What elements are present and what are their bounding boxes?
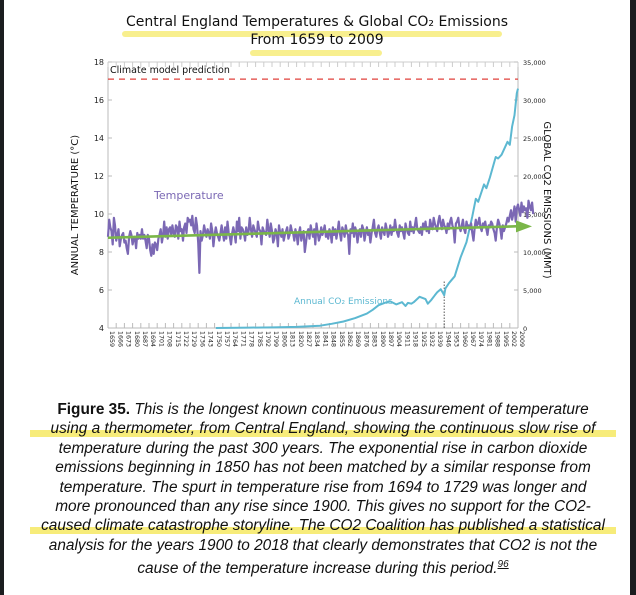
x-tick-label: 1904 — [395, 331, 402, 347]
x-tick-label: 1785 — [256, 331, 263, 347]
x-tick-label: 1953 — [453, 331, 460, 347]
y-left-tick-label: 14 — [94, 134, 104, 143]
x-tick-label: 1995 — [502, 331, 509, 347]
chart-canvas: 4 6 8 10 12 14 16 18 0 5,000 10,000 15,000 20,000 25,… — [70, 58, 552, 347]
x-tick-label: 1722 — [182, 331, 189, 347]
x-tick-label: 1988 — [494, 331, 501, 347]
x-tick-label: 1701 — [157, 331, 164, 347]
x-tick-label: 1890 — [379, 331, 386, 347]
caption-line-2: using a thermometer, from Central Englan… — [30, 419, 616, 439]
chart-title: Central England Temperatures & Global CO… — [125, 14, 509, 30]
x-tick-label: 1729 — [190, 331, 197, 347]
x-tick-label: 1680 — [133, 331, 140, 347]
y-left-tick-label: 6 — [99, 286, 104, 295]
x-tick-label: 1981 — [485, 331, 492, 347]
caption-line-6: more pronounced than any rise since 1900… — [55, 498, 591, 516]
x-tick-label: 1771 — [239, 331, 246, 347]
x-tick-label: 1932 — [428, 331, 435, 347]
y-left-tick-label: 8 — [99, 248, 104, 257]
x-tick-label: 1939 — [436, 331, 443, 347]
caption-line-1: Figure 35. This is the longest known con… — [30, 400, 616, 419]
y-left-tick-label: 18 — [94, 58, 104, 67]
caption-line-8: analysis for the years 1900 to 2018 that… — [48, 536, 598, 554]
caption-line-4: emissions beginning in 1850 has not been… — [55, 459, 591, 477]
x-tick-label: 1799 — [272, 331, 279, 347]
figure-caption: Figure 35. This is the longest known con… — [30, 400, 616, 579]
document-page: Central England Temperatures & Global CO… — [4, 0, 630, 595]
x-tick-label: 1736 — [198, 331, 205, 347]
x-tick-label: 1911 — [403, 331, 410, 347]
y-right-tick-label: 25,000 — [523, 135, 546, 143]
x-tick-label: 1687 — [141, 331, 148, 347]
x-tick-label: 1659 — [108, 331, 115, 347]
x-tick-label: 2009 — [518, 331, 525, 347]
y-right-tick-label: 5,000 — [523, 287, 542, 295]
x-tick-label: 1820 — [297, 331, 304, 347]
x-tick-label: 1673 — [125, 331, 132, 347]
y-left-tick-label: 16 — [94, 96, 104, 105]
x-tick-label: 1869 — [354, 331, 361, 347]
y-axis-right-label: GLOBAL CO2 EMISSIONS (MMT) — [541, 121, 552, 278]
x-tick-label: 1855 — [338, 331, 345, 347]
y-right-tick-label: 0 — [523, 325, 527, 333]
x-tick-label: 1897 — [387, 331, 394, 347]
y-left-tick-label: 12 — [94, 172, 104, 181]
trend-arrowhead — [516, 220, 532, 233]
x-tick-label: 1708 — [166, 331, 173, 347]
x-tick-label: 1757 — [223, 331, 230, 347]
x-tick-label: 1792 — [264, 331, 271, 347]
footnote-link[interactable]: 96 — [497, 559, 509, 571]
chart-subtitle: From 1659 to 2009 — [250, 32, 384, 48]
x-tick-label: 1813 — [289, 331, 296, 347]
caption-line-5: temperature. The spurt in temperature ri… — [59, 478, 587, 496]
x-tick-label: 1827 — [305, 331, 312, 347]
y-right-tick-label: 35,000 — [523, 59, 546, 67]
caption-text: This is the longest known continuous mea… — [134, 401, 589, 418]
x-tick-label: 1960 — [461, 331, 468, 347]
caption-line-9: cause of the temperature increase during… — [30, 555, 616, 579]
x-tick-label: 1946 — [444, 331, 451, 347]
x-tick-label: 1967 — [469, 331, 476, 347]
y-left-tick-label: 4 — [99, 324, 104, 333]
trend-line — [107, 225, 517, 240]
caption-line-3: temperature during the past 300 years. T… — [58, 439, 588, 457]
x-tick-label: 1918 — [412, 331, 419, 347]
x-tick-label: 2002 — [510, 331, 517, 347]
temperature-label: Temperature — [153, 189, 224, 202]
y-left-tick-label: 10 — [94, 210, 104, 219]
title-highlight — [122, 31, 502, 37]
caption-line-7: caused climate catastrophe storyline. Th… — [30, 516, 616, 536]
y-right-tick-label: 20,000 — [523, 173, 546, 181]
x-tick-label: 1848 — [330, 331, 337, 347]
y-right-tick-label: 30,000 — [523, 97, 546, 105]
x-tick-label: 1841 — [321, 331, 328, 347]
x-tick-label: 1778 — [248, 331, 255, 347]
x-tick-label: 1806 — [280, 331, 287, 347]
y-right-tick-label: 15,000 — [523, 211, 546, 219]
x-tick-label: 1715 — [174, 331, 181, 347]
figure-label: Figure 35. — [57, 401, 131, 418]
x-tick-label: 1876 — [362, 331, 369, 347]
x-tick-label: 1743 — [207, 331, 214, 347]
x-tick-label: 1862 — [346, 331, 353, 347]
x-tick-label: 1764 — [231, 331, 238, 347]
chart-marks — [106, 78, 535, 329]
subtitle-highlight — [250, 50, 382, 56]
x-tick-label: 1834 — [313, 331, 320, 347]
x-tick-label: 1666 — [116, 331, 123, 347]
y-right-tick-label: 10,000 — [523, 249, 546, 257]
co2-label: Annual CO₂ Emissions — [294, 297, 393, 307]
x-tick-label: 1750 — [215, 331, 222, 347]
x-tick-label: 1883 — [371, 331, 378, 347]
y-axis-left-label: ANNUAL TEMPERATURE (°C) — [70, 135, 81, 275]
caption-text: cause of the temperature increase during… — [137, 560, 498, 578]
prediction-label: Climate model prediction — [110, 65, 230, 76]
co2-series-line — [215, 88, 519, 329]
x-tick-label: 1925 — [420, 331, 427, 347]
x-tick-label: 1974 — [477, 331, 484, 347]
x-tick-label: 1694 — [149, 331, 156, 347]
